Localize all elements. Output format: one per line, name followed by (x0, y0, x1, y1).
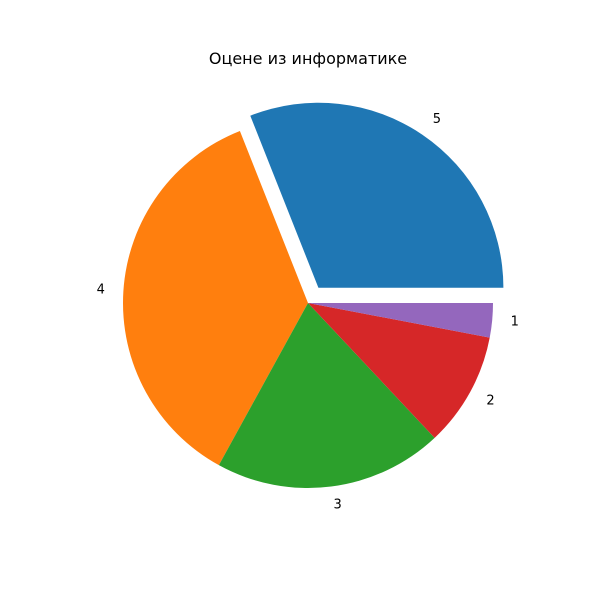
pie-slice-1 (308, 303, 493, 338)
chart-title: Оцене из информатике (209, 49, 407, 68)
pie-label-3: 3 (334, 497, 342, 512)
pie-label-1: 1 (511, 315, 519, 330)
pie-labels: 5 4 3 2 1 (97, 112, 519, 513)
pie-label-2: 2 (486, 394, 494, 409)
pie-slice-3 (218, 303, 435, 488)
pie-label-4: 4 (97, 283, 105, 298)
pie-label-5: 5 (433, 112, 441, 127)
pie-slices (122, 102, 504, 488)
pie-slice-2 (308, 303, 490, 438)
pie-slice-4 (122, 130, 308, 466)
pie-slice-5 (250, 102, 504, 288)
